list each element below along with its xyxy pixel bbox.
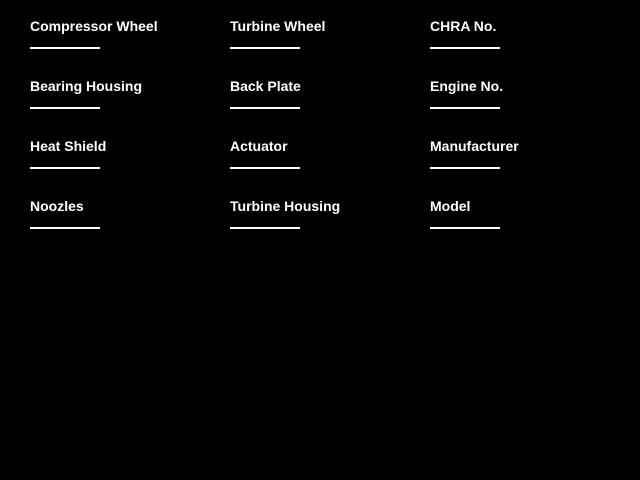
turbine-housing-label: Turbine Housing xyxy=(230,198,341,214)
field-chra-no: CHRA No. xyxy=(430,18,620,52)
field-turbine-housing: Turbine Housing xyxy=(230,198,420,232)
compressor-wheel-input-line[interactable] xyxy=(30,47,100,49)
manufacturer-input-line[interactable] xyxy=(430,167,500,169)
field-back-plate: Back Plate xyxy=(230,78,420,112)
actuator-label: Actuator xyxy=(230,138,288,154)
engine-no-label: Engine No. xyxy=(430,78,504,94)
chra-no-input-line[interactable] xyxy=(430,47,500,49)
engine-no-input-line[interactable] xyxy=(430,107,500,109)
back-plate-label: Back Plate xyxy=(230,78,301,94)
turbine-housing-input-line[interactable] xyxy=(230,227,300,229)
back-plate-input-line[interactable] xyxy=(230,107,300,109)
manufacturer-label: Manufacturer xyxy=(430,138,519,154)
actuator-input-line[interactable] xyxy=(230,167,300,169)
chra-no-label: CHRA No. xyxy=(430,18,497,34)
compressor-wheel-label: Compressor Wheel xyxy=(30,18,158,34)
field-model: Model xyxy=(430,198,620,232)
noozles-input-line[interactable] xyxy=(30,227,100,229)
field-manufacturer: Manufacturer xyxy=(430,138,620,172)
bearing-housing-label: Bearing Housing xyxy=(30,78,143,94)
heat-shield-label: Heat Shield xyxy=(30,138,107,154)
field-heat-shield: Heat Shield xyxy=(30,138,220,172)
field-compressor-wheel: Compressor Wheel xyxy=(30,18,220,52)
turbine-wheel-input-line[interactable] xyxy=(230,47,300,49)
model-input-line[interactable] xyxy=(430,227,500,229)
field-actuator: Actuator xyxy=(230,138,420,172)
model-label: Model xyxy=(430,198,471,214)
heat-shield-input-line[interactable] xyxy=(30,167,100,169)
field-engine-no: Engine No. xyxy=(430,78,620,112)
bearing-housing-input-line[interactable] xyxy=(30,107,100,109)
noozles-label: Noozles xyxy=(30,198,84,214)
field-turbine-wheel: Turbine Wheel xyxy=(230,18,420,52)
field-bearing-housing: Bearing Housing xyxy=(30,78,220,112)
turbine-wheel-label: Turbine Wheel xyxy=(230,18,326,34)
field-noozles: Noozles xyxy=(30,198,220,232)
